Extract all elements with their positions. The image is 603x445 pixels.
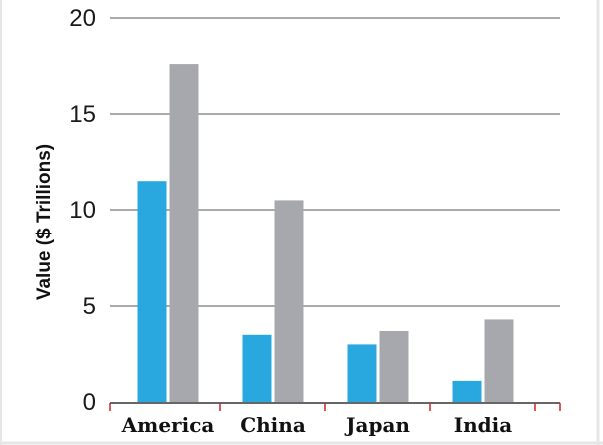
- x-category-label-india: India: [454, 413, 512, 437]
- bar-japan-series-2: [379, 330, 409, 402]
- bar-america-series-2: [169, 64, 199, 402]
- y-tick-label: 5: [83, 293, 96, 320]
- bar-america-series-1: [137, 181, 167, 402]
- bar-japan-series-1: [347, 344, 377, 402]
- bars: [137, 64, 514, 402]
- x-category-label-america: America: [121, 413, 215, 437]
- y-axis-tick-labels: 0 5 10 15 20: [69, 5, 96, 416]
- y-tick-label: 0: [83, 389, 96, 416]
- y-tick-label: 10: [69, 197, 96, 224]
- bar-india-series-2: [484, 319, 514, 402]
- y-tick-label: 20: [69, 5, 96, 32]
- bar-china-series-2: [274, 200, 304, 402]
- y-axis-title: Value ($ Trillions): [34, 144, 55, 300]
- y-tick-label: 15: [69, 101, 96, 128]
- category-dividers: [109, 403, 561, 411]
- x-axis-category-labels: America China Japan India: [121, 413, 513, 437]
- x-category-label-china: China: [240, 413, 306, 437]
- bar-china-series-1: [242, 334, 272, 402]
- bar-india-series-1: [452, 380, 482, 402]
- x-category-label-japan: Japan: [344, 413, 410, 437]
